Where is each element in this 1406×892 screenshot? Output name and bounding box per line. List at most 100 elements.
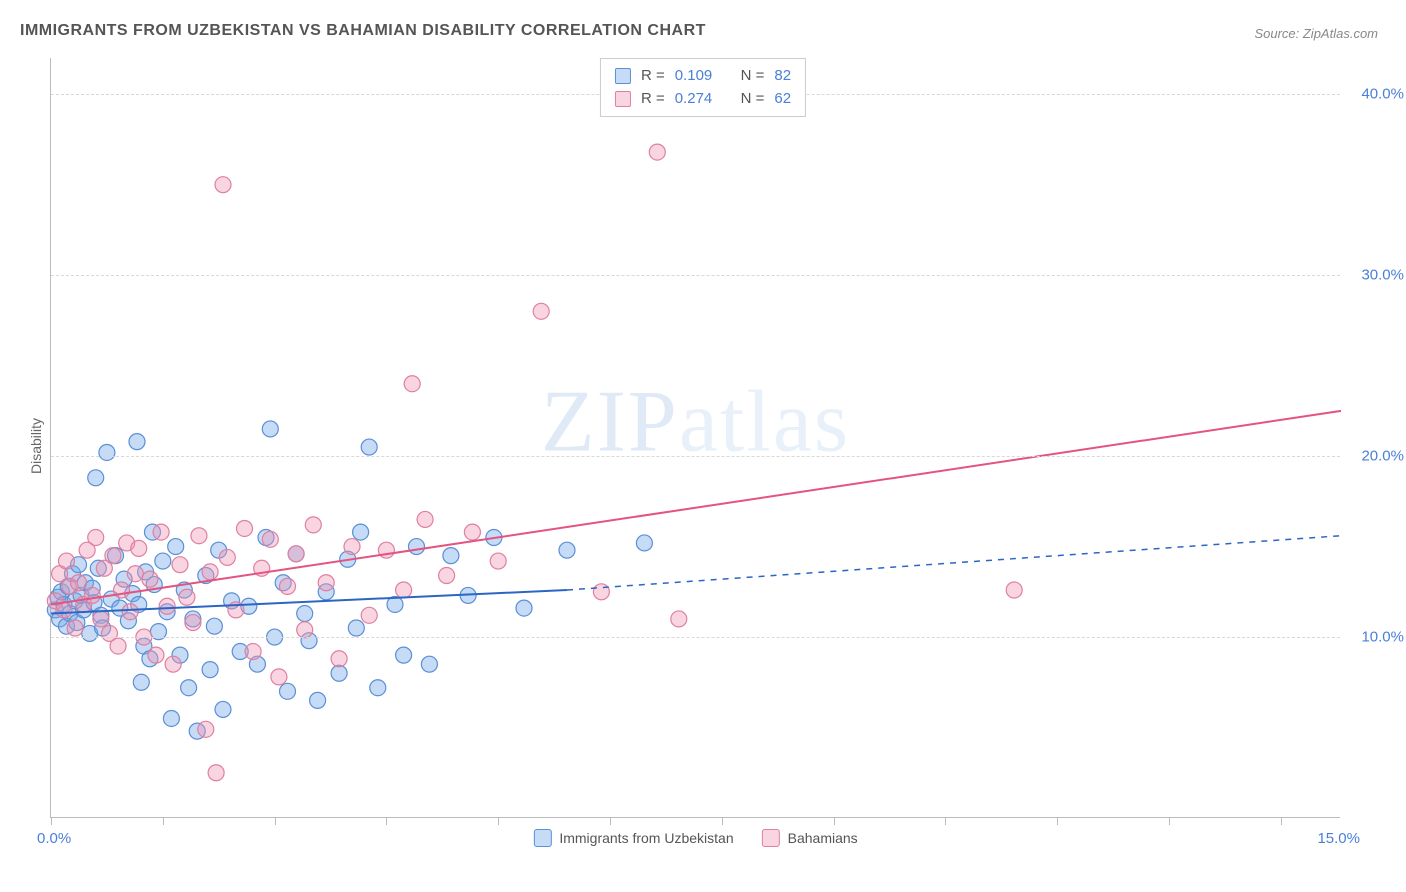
- data-point: [208, 765, 224, 781]
- data-point: [219, 549, 235, 565]
- data-point: [88, 530, 104, 546]
- x-tick-max: 15.0%: [1317, 830, 1360, 847]
- data-point: [58, 553, 74, 569]
- trend-line-dashed: [567, 536, 1341, 590]
- y-tick-label: 40.0%: [1361, 86, 1404, 103]
- data-point: [280, 578, 296, 594]
- data-point: [133, 674, 149, 690]
- stats-r-label: R =: [641, 88, 665, 111]
- data-point: [348, 620, 364, 636]
- data-point: [361, 607, 377, 623]
- chart-title: IMMIGRANTS FROM UZBEKISTAN VS BAHAMIAN D…: [20, 22, 706, 40]
- data-point: [636, 535, 652, 551]
- data-point: [262, 421, 278, 437]
- x-tick: [945, 817, 946, 825]
- gridline: [51, 275, 1340, 276]
- data-point: [84, 587, 100, 603]
- legend-swatch-bahamians: [762, 829, 780, 847]
- data-point: [181, 680, 197, 696]
- x-tick: [1057, 817, 1058, 825]
- data-point: [516, 600, 532, 616]
- data-point: [344, 539, 360, 555]
- data-point: [297, 606, 313, 622]
- data-point: [262, 531, 278, 547]
- chart-svg: [51, 58, 1340, 817]
- y-axis-label: Disability: [28, 418, 44, 474]
- data-point: [88, 470, 104, 486]
- data-point: [649, 144, 665, 160]
- data-point: [421, 656, 437, 672]
- x-tick: [275, 817, 276, 825]
- data-point: [198, 721, 214, 737]
- source-attribution: Source: ZipAtlas.com: [1254, 26, 1378, 41]
- data-point: [153, 524, 169, 540]
- data-point: [417, 511, 433, 527]
- x-tick-min: 0.0%: [37, 830, 71, 847]
- gridline: [51, 456, 1340, 457]
- data-point: [533, 303, 549, 319]
- data-point: [71, 575, 87, 591]
- legend-label-bahamians: Bahamians: [788, 830, 858, 846]
- data-point: [409, 539, 425, 555]
- data-point: [404, 376, 420, 392]
- data-point: [99, 444, 115, 460]
- data-point: [671, 611, 687, 627]
- data-point: [105, 548, 121, 564]
- plot-area: ZIPatlas 10.0%20.0%30.0%40.0% 0.0% 15.0%…: [50, 58, 1340, 818]
- x-tick: [386, 817, 387, 825]
- stats-n-label: N =: [741, 65, 765, 88]
- data-point: [215, 177, 231, 193]
- stats-row-uzbekistan: R = 0.109 N = 82: [615, 65, 791, 88]
- data-point: [67, 620, 83, 636]
- data-point: [165, 656, 181, 672]
- stats-row-bahamians: R = 0.274 N = 62: [615, 88, 791, 111]
- data-point: [297, 622, 313, 638]
- data-point: [318, 575, 334, 591]
- legend-item-uzbekistan: Immigrants from Uzbekistan: [533, 829, 733, 847]
- data-point: [93, 611, 109, 627]
- data-point: [1006, 582, 1022, 598]
- data-point: [159, 598, 175, 614]
- data-point: [191, 528, 207, 544]
- data-point: [168, 539, 184, 555]
- data-point: [331, 651, 347, 667]
- data-point: [131, 540, 147, 556]
- data-point: [288, 546, 304, 562]
- y-tick-label: 10.0%: [1361, 629, 1404, 646]
- x-tick: [51, 817, 52, 825]
- data-point: [202, 564, 218, 580]
- stats-r-value-bahamians: 0.274: [675, 88, 713, 111]
- data-point: [202, 662, 218, 678]
- x-tick: [1281, 817, 1282, 825]
- data-point: [443, 548, 459, 564]
- data-point: [179, 589, 195, 605]
- data-point: [310, 692, 326, 708]
- x-tick: [722, 817, 723, 825]
- x-tick: [163, 817, 164, 825]
- data-point: [155, 553, 171, 569]
- gridline: [51, 637, 1340, 638]
- legend-swatch-uzbekistan: [533, 829, 551, 847]
- data-point: [361, 439, 377, 455]
- stats-r-value-uzbekistan: 0.109: [675, 65, 713, 88]
- data-point: [331, 665, 347, 681]
- stats-n-value-bahamians: 62: [774, 88, 791, 111]
- data-point: [305, 517, 321, 533]
- stats-swatch-uzbekistan: [615, 68, 631, 84]
- y-tick-label: 20.0%: [1361, 448, 1404, 465]
- data-point: [464, 524, 480, 540]
- data-point: [206, 618, 222, 634]
- data-point: [110, 638, 126, 654]
- data-point: [396, 647, 412, 663]
- data-point: [237, 520, 253, 536]
- data-point: [215, 701, 231, 717]
- series-legend: Immigrants from Uzbekistan Bahamians: [533, 829, 857, 847]
- data-point: [593, 584, 609, 600]
- data-point: [129, 434, 145, 450]
- stats-r-label: R =: [641, 65, 665, 88]
- data-point: [490, 553, 506, 569]
- data-point: [185, 615, 201, 631]
- data-point: [148, 647, 164, 663]
- data-point: [370, 680, 386, 696]
- data-point: [163, 710, 179, 726]
